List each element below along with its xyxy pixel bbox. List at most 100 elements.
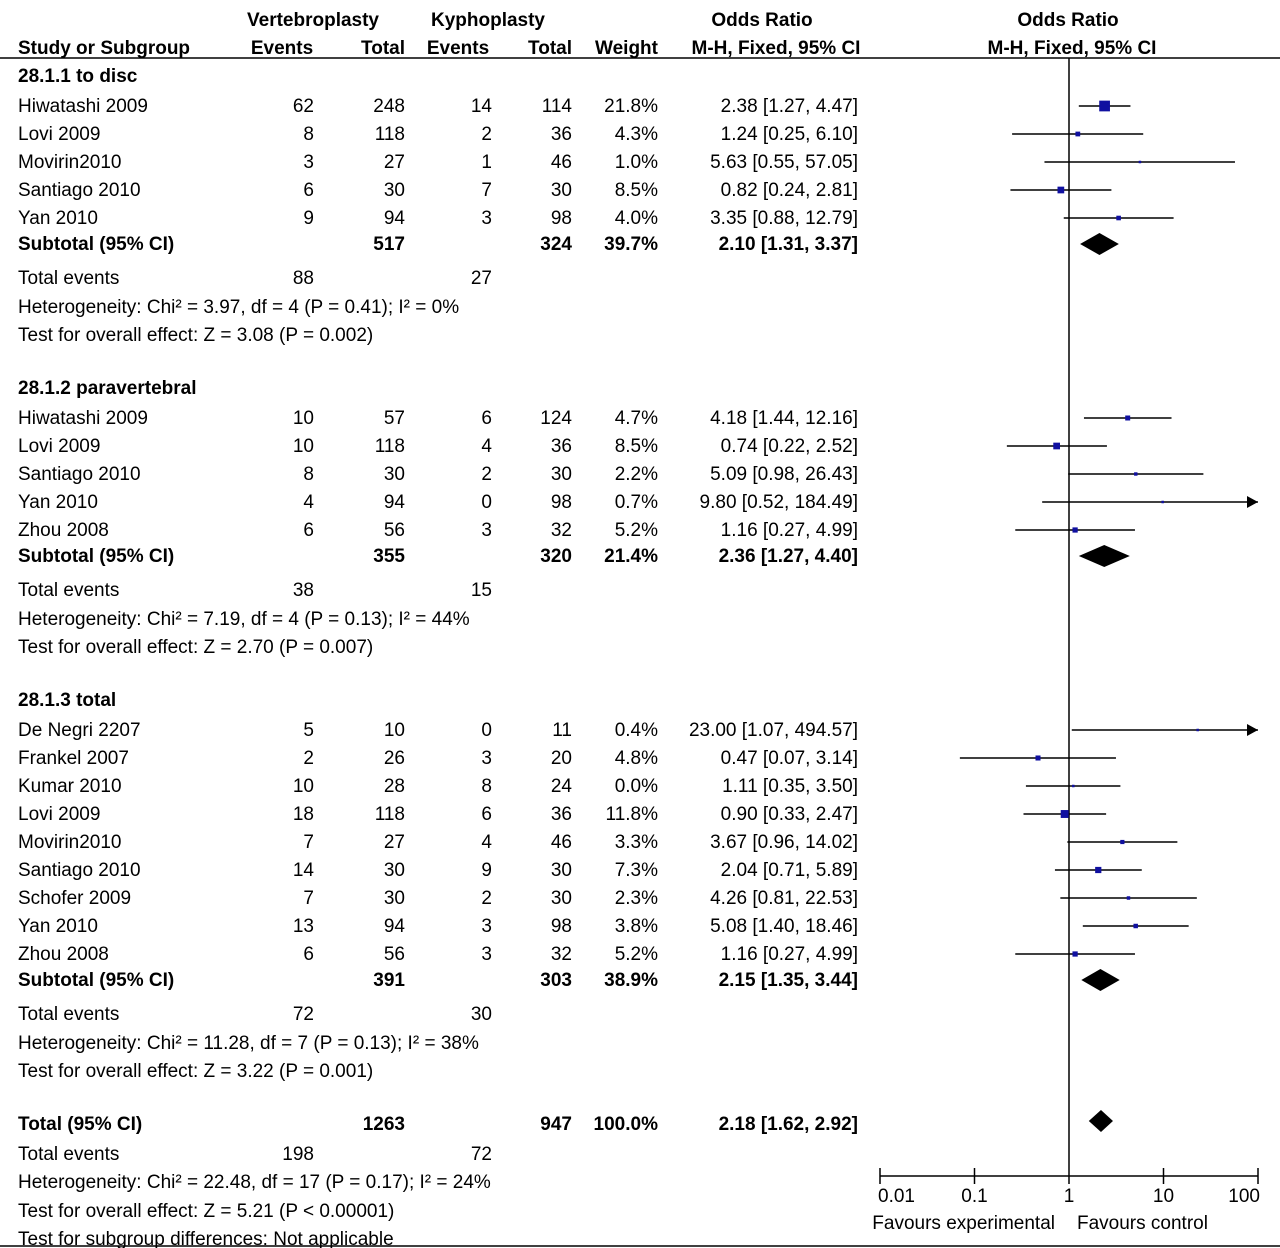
odds-ratio-ci: 23.00 [1.07, 494.57] (689, 720, 858, 741)
total-2: 124 (540, 408, 572, 429)
total-1: 118 (375, 804, 405, 825)
events-2: 2 (481, 464, 492, 485)
grand-events-label: Total events (18, 1144, 119, 1165)
header-plot-method: M-H, Fixed, 95% CI (988, 38, 1157, 59)
study-marker (959, 755, 1116, 761)
events-1: 7 (303, 832, 314, 853)
study-name: Lovi 2009 (18, 436, 100, 457)
events-2: 3 (481, 520, 492, 541)
point-estimate (1161, 500, 1164, 504)
study-marker (1015, 951, 1135, 957)
events-2: 2 (481, 888, 492, 909)
study-marker (1042, 496, 1258, 508)
study-name: Santiago 2010 (18, 180, 141, 201)
point-estimate (1126, 896, 1131, 900)
subtotal-total-2: 320 (540, 546, 572, 567)
subgroup-difference-text: Test for subgroup differences: Not appli… (18, 1229, 394, 1248)
odds-ratio-ci: 5.63 [0.55, 57.05] (710, 152, 858, 173)
weight: 4.3% (615, 124, 658, 145)
table-row: Kumar 2010 10 28 8 24 0.0% 1.11 [0.35, 3.50] (18, 776, 858, 797)
table-row: Schofer 2009 7 30 2 30 2.3% 4.26 [0.81, 22.53] (18, 888, 858, 909)
total-1: 30 (384, 888, 405, 909)
events-2: 3 (481, 916, 492, 937)
study-marker (1010, 186, 1112, 194)
point-estimate (1125, 415, 1131, 421)
total-2: 20 (551, 748, 572, 769)
events-1: 4 (303, 492, 314, 513)
study-name: Schofer 2009 (18, 888, 131, 909)
overall-effect-text: Test for overall effect: Z = 3.22 (P = 0… (18, 1061, 373, 1082)
overall-effect-text: Test for overall effect: Z = 3.08 (P = 0… (18, 325, 373, 346)
header-group2: Kyphoplasty (431, 10, 545, 31)
study-name: Hiwatashi 2009 (18, 408, 148, 429)
subgroup-title: 28.1.2 paravertebral (18, 378, 197, 399)
events-1: 6 (303, 180, 314, 201)
total-1: 10 (384, 720, 405, 741)
study-name: Lovi 2009 (18, 124, 100, 145)
weight: 11.8% (606, 804, 659, 825)
study-marker (1054, 866, 1142, 874)
x-tick-label: 1 (1064, 1186, 1075, 1207)
subtotal-total-1: 355 (373, 546, 405, 567)
events-1: 10 (293, 776, 314, 797)
study-name: Santiago 2010 (18, 464, 141, 485)
study-name: Movirin2010 (18, 832, 122, 853)
weight: 7.3% (615, 860, 658, 881)
weight: 21.8% (604, 96, 658, 117)
total-2: 30 (551, 860, 572, 881)
favours-left-label: Favours experimental (872, 1213, 1055, 1234)
events-2: 3 (481, 944, 492, 965)
x-tick-label: 100 (1228, 1186, 1260, 1207)
total-events-1: 38 (293, 580, 314, 601)
subtotal-row: Subtotal (95% CI) 355 320 21.4% 2.36 [1.27, … (18, 546, 858, 567)
total-2: 36 (551, 436, 572, 457)
events-2: 6 (481, 804, 492, 825)
point-estimate (1035, 755, 1041, 761)
odds-ratio-ci: 1.16 [0.27, 4.99] (721, 520, 858, 541)
events-1: 10 (293, 408, 314, 429)
total-1: 27 (384, 152, 405, 173)
subtotal-diamond (1080, 233, 1119, 255)
total-events-2: 30 (471, 1004, 492, 1025)
events-1: 2 (303, 748, 314, 769)
weight: 8.5% (615, 436, 658, 457)
total-1: 27 (384, 832, 405, 853)
header-events2: Events (427, 38, 489, 59)
total-events-2: 15 (471, 580, 492, 601)
total-1: 28 (384, 776, 405, 797)
total-1: 30 (384, 860, 405, 881)
events-2: 4 (481, 832, 492, 853)
study-marker (1071, 724, 1258, 736)
events-1: 8 (303, 464, 314, 485)
events-2: 1 (481, 152, 492, 173)
study-marker (1006, 442, 1107, 450)
total-2: 36 (551, 124, 572, 145)
point-estimate (1072, 784, 1075, 788)
total-1: 248 (373, 96, 405, 117)
study-name: Yan 2010 (18, 208, 98, 229)
weight: 0.0% (615, 776, 658, 797)
point-estimate (1120, 839, 1125, 845)
study-name: Frankel 2007 (18, 748, 129, 769)
total-2: 98 (551, 916, 572, 937)
x-tick-label: 0.01 (878, 1186, 915, 1207)
point-estimate (1116, 215, 1121, 221)
events-2: 14 (471, 96, 493, 117)
study-marker (1060, 896, 1197, 900)
total-1: 26 (384, 748, 405, 769)
weight: 4.8% (615, 748, 658, 769)
total-2: 98 (551, 208, 572, 229)
events-1: 8 (303, 124, 314, 145)
events-1: 14 (293, 860, 315, 881)
overall-effect-text: Test for overall effect: Z = 2.70 (P = 0… (18, 637, 373, 658)
header-method: M-H, Fixed, 95% CI (692, 38, 861, 59)
odds-ratio-ci: 3.67 [0.96, 14.02] (710, 832, 858, 853)
header-weight: Weight (595, 38, 659, 59)
odds-ratio-ci: 1.24 [0.25, 6.10] (721, 124, 858, 145)
header-plot: Odds Ratio (1017, 10, 1118, 31)
table-row: Yan 2010 9 94 3 98 4.0% 3.35 [0.88, 12.79] (18, 208, 858, 229)
subtotal-weight: 38.9% (604, 970, 658, 991)
subtotal-ci: 2.36 [1.27, 4.40] (719, 546, 858, 567)
study-marker (1025, 784, 1121, 788)
